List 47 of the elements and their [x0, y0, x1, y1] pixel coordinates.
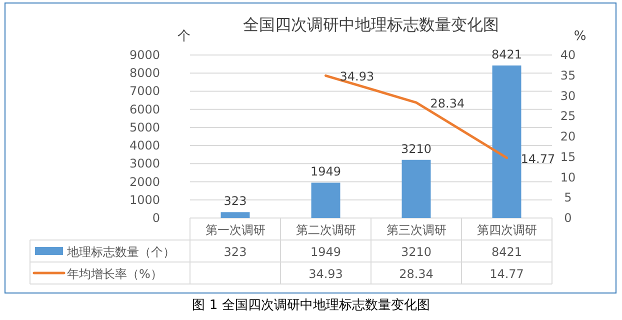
- y2-tick-label: 30: [560, 88, 576, 103]
- y-tick-label: 0: [152, 211, 160, 225]
- y-tick-label: 3000: [129, 156, 160, 171]
- text: 28.34: [430, 96, 465, 111]
- x-tick-label: 第三次调研: [386, 223, 446, 237]
- y-tick-label: 8000: [129, 66, 160, 80]
- bar: [311, 182, 340, 218]
- y2-tick-label: 35: [560, 68, 576, 82]
- y2-tick-label: 15: [560, 150, 576, 164]
- x-tick-label: 第二次调研: [296, 223, 356, 237]
- bar: [402, 160, 431, 218]
- data-label: 3210: [400, 245, 432, 259]
- text: 323: [224, 194, 247, 208]
- chart-title: 全国四次调研中地理标志数量变化图: [243, 15, 499, 34]
- y2-tick-label: 40: [560, 48, 576, 62]
- y-tick-label: 7000: [129, 84, 160, 98]
- text: 8421: [491, 47, 522, 62]
- data-label: 323: [224, 245, 247, 259]
- bar: [220, 212, 250, 218]
- y2-tick-label: 25: [560, 109, 576, 124]
- text: 14.77: [520, 152, 556, 166]
- caption: 图 1 全国四次调研中地理标志数量变化图: [192, 298, 430, 313]
- y-tick-label: 4000: [129, 138, 160, 153]
- data-label: 1949: [310, 245, 342, 259]
- legend-label: 地理标志数量（个）: [66, 245, 175, 259]
- text: 3210: [400, 142, 432, 156]
- data-label: 14.77: [490, 267, 524, 281]
- y2-tick-label: 20: [560, 130, 576, 144]
- y2-tick-label: 10: [560, 170, 576, 184]
- y2-tick-label: 5: [564, 190, 572, 205]
- data-label: 28.34: [399, 267, 434, 281]
- y-tick-label: 9000: [129, 48, 160, 62]
- legend-label: 年均增长率（%）: [67, 267, 162, 281]
- y2-tick-label: 0: [564, 211, 572, 225]
- y-tick-label: 1000: [129, 192, 160, 207]
- y2-axis-title: %: [574, 29, 586, 44]
- text: 1949: [310, 164, 342, 179]
- x-tick-label: 第一次调研: [205, 223, 266, 237]
- y-tick-label: 6000: [129, 102, 160, 116]
- data-label: 8421: [491, 245, 522, 259]
- x-tick-label: 第四次调研: [476, 223, 537, 237]
- y-tick-label: 2000: [129, 174, 160, 189]
- y-tick-label: 5000: [129, 120, 160, 134]
- data-label: 34.93: [308, 267, 343, 281]
- bar: [492, 65, 522, 218]
- y-axis-title: 个: [178, 29, 190, 44]
- text: 34.93: [340, 70, 374, 84]
